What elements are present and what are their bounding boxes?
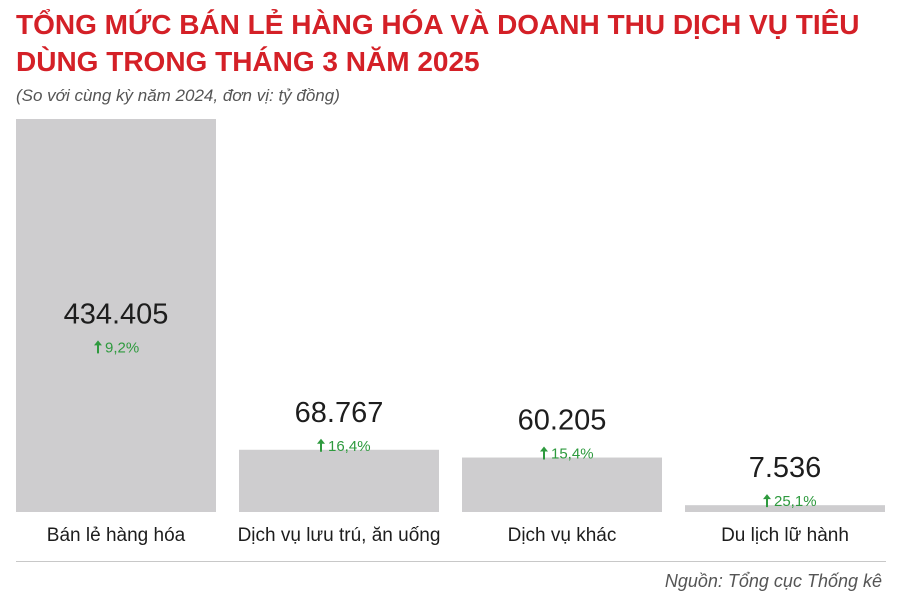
- arrow-up-icon: [94, 340, 102, 354]
- bar: [462, 457, 662, 512]
- bar-value-label: 7.536: [749, 452, 822, 484]
- bar-value-label: 434.405: [64, 298, 169, 330]
- growth-label: 9,2%: [105, 339, 139, 356]
- growth-label: 16,4%: [328, 438, 371, 455]
- category-label: Bán lẻ hàng hóa: [47, 525, 186, 546]
- footer-divider: [16, 561, 886, 562]
- source-note: Nguồn: Tổng cục Thống kê: [664, 571, 882, 591]
- growth-label: 25,1%: [774, 493, 817, 510]
- bar: [685, 505, 885, 512]
- chart-subtitle: (So với cùng kỳ năm 2024, đơn vị: tỷ đồn…: [16, 86, 340, 105]
- bar: [16, 119, 216, 512]
- bar-value-label: 68.767: [295, 397, 384, 429]
- arrow-up-icon: [317, 438, 325, 452]
- arrow-up-icon: [763, 494, 771, 508]
- category-label: Dịch vụ lưu trú, ăn uống: [238, 525, 441, 546]
- bar-value-label: 60.205: [518, 405, 607, 437]
- growth-label: 15,4%: [551, 446, 594, 463]
- arrow-up-icon: [540, 446, 548, 460]
- category-label: Du lịch lữ hành: [721, 525, 849, 546]
- chart-title: TỔNG MỨC BÁN LẺ HÀNG HÓA VÀ DOANH THU DỊ…: [16, 9, 860, 77]
- category-label: Dịch vụ khác: [508, 525, 617, 546]
- bar: [239, 449, 439, 512]
